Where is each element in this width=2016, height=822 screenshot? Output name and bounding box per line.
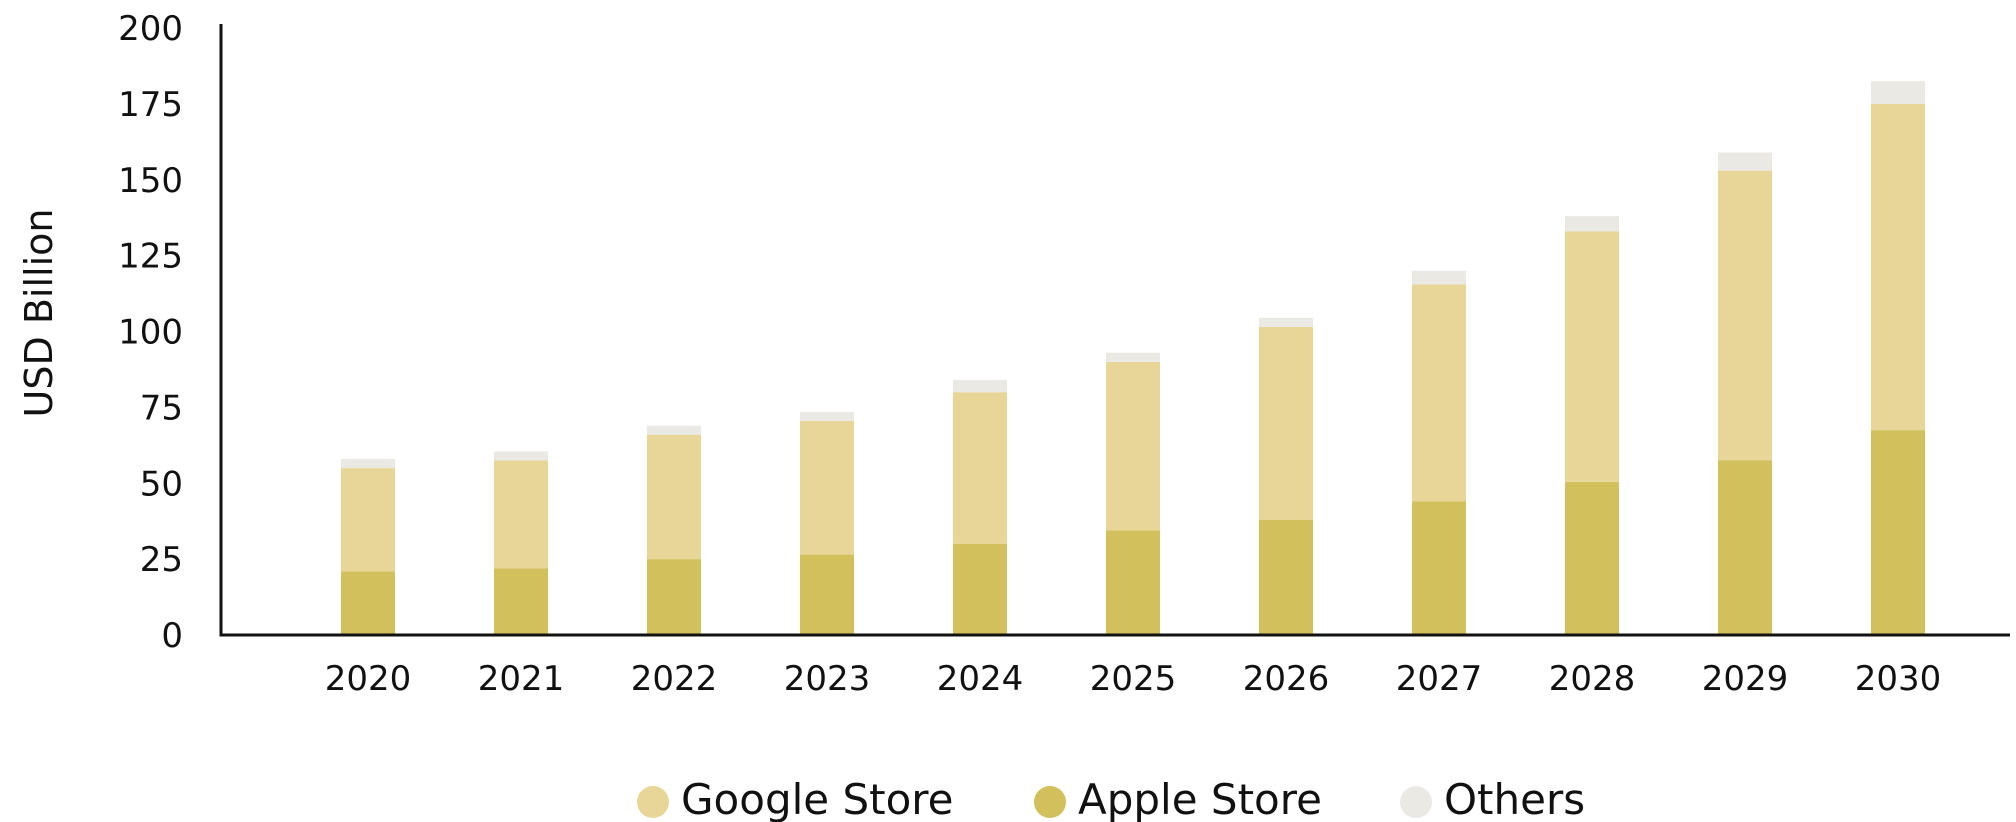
x-tick-label: 2029 [1702,659,1789,699]
legend-swatch-others [1400,786,1432,818]
legend-label: Others [1444,775,1585,822]
legend-swatch-google-store [637,786,669,818]
bar-others-2030 [1871,81,1925,104]
y-tick-label: 0 [161,616,183,656]
y-axis-title: USD Billion [17,209,61,418]
x-tick-label: 2027 [1396,659,1483,699]
bar-apple-store-2025 [1106,530,1160,635]
bar-others-2022 [647,425,701,435]
bar-apple-store-2027 [1412,501,1466,635]
bar-others-2029 [1718,152,1772,171]
bar-google-store-2026 [1259,326,1313,520]
x-tick-label: 2025 [1090,659,1177,699]
x-tick-label: 2028 [1549,659,1636,699]
x-tick-label: 2030 [1855,659,1942,699]
bar-google-store-2028 [1565,231,1619,482]
bar-others-2028 [1565,216,1619,232]
bar-apple-store-2029 [1718,460,1772,635]
legend-label: Google Store [681,775,953,822]
y-tick-label: 175 [118,85,183,125]
bar-google-store-2020 [341,468,395,572]
x-tick-label: 2020 [325,659,412,699]
bar-apple-store-2030 [1871,430,1925,635]
x-axis-ticks: 2020 2021 2022 2023 2024 2025 2026 2027 2028 2029… [325,659,1942,699]
x-tick-label: 2026 [1243,659,1330,699]
x-tick-label: 2023 [784,659,871,699]
x-tick-label: 2021 [478,659,565,699]
legend: Google Store Apple Store Others [637,775,1585,822]
y-tick-label: 25 [140,540,183,580]
y-tick-label: 50 [140,464,183,504]
bar-google-store-2021 [494,460,548,569]
bar-apple-store-2026 [1259,519,1313,635]
bar-apple-store-2024 [953,543,1007,635]
x-tick-label: 2022 [631,659,718,699]
bar-google-store-2029 [1718,170,1772,461]
bar-apple-store-2023 [800,554,854,635]
legend-item-google-store: Google Store [637,775,953,822]
bar-google-store-2023 [800,421,854,555]
y-tick-label: 100 [118,313,183,353]
bar-apple-store-2020 [341,571,395,635]
bar-apple-store-2022 [647,559,701,635]
bar-others-2020 [341,458,395,469]
bar-google-store-2027 [1412,284,1466,502]
bar-others-2024 [953,380,1007,393]
bar-others-2027 [1412,270,1466,285]
bar-others-2023 [800,411,854,422]
bar-google-store-2022 [647,434,701,560]
y-axis-ticks: 0 25 50 75 100 125 150 175 200 [118,9,183,656]
legend-label: Apple Store [1078,775,1322,822]
x-tick-label: 2024 [937,659,1024,699]
bar-apple-store-2021 [494,568,548,635]
legend-item-apple-store: Apple Store [1034,775,1322,822]
bar-google-store-2030 [1871,103,1925,431]
y-tick-label: 75 [140,388,183,428]
y-tick-label: 150 [118,161,183,201]
legend-item-others: Others [1400,775,1585,822]
legend-swatch-apple-store [1034,786,1066,818]
bar-google-store-2024 [953,392,1007,544]
bar-others-2026 [1259,317,1313,327]
y-tick-label: 200 [118,9,183,49]
bars [341,81,1925,635]
y-tick-label: 125 [118,237,183,277]
bar-others-2025 [1106,352,1160,362]
bar-google-store-2025 [1106,361,1160,531]
bar-others-2021 [494,451,548,461]
bar-apple-store-2028 [1565,481,1619,635]
